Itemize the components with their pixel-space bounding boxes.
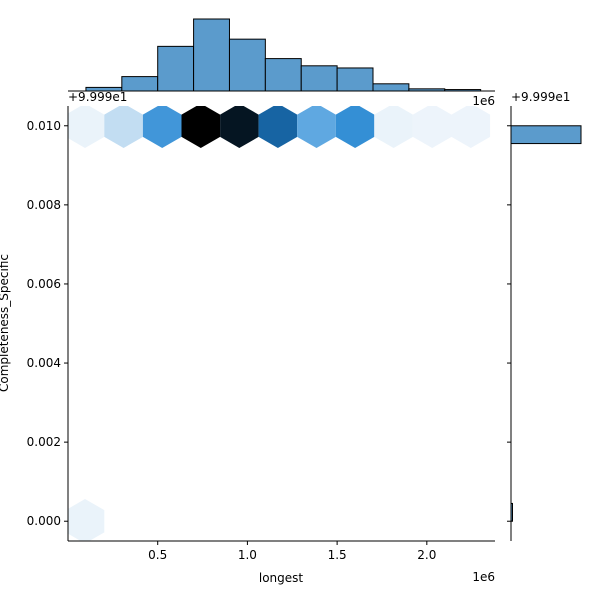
hexbin-cells <box>68 106 491 541</box>
y-axis-label: Completeness_Specific <box>0 254 11 392</box>
top-hist-bar-2 <box>157 45 195 92</box>
y-axis-offset: +9.999e1 <box>68 90 127 104</box>
hexbin-cell-0 <box>68 106 105 148</box>
y-tick-label: 0.010 <box>27 119 61 133</box>
hexbin-cell-3 <box>181 106 221 148</box>
y-tick-label: 0.002 <box>27 435 61 449</box>
top-hist-bar-7 <box>336 67 374 92</box>
x-axis-multiplier: 1e6 <box>472 570 495 584</box>
right-marginal-offset: +9.999e1 <box>511 90 570 104</box>
y-tick-label: 0.000 <box>27 514 61 528</box>
y-tick-label: 0.006 <box>27 277 61 291</box>
top-marginal-histogram <box>68 18 495 92</box>
right-hist-bars <box>510 125 582 522</box>
hexbin-cell-6 <box>297 106 336 148</box>
hexbin-cell-8 <box>374 106 413 148</box>
x-axis-ticks: 0.5 1.0 1.5 2.0 <box>148 541 436 562</box>
y-tick-label: 0.004 <box>27 356 61 370</box>
y-axis-ticks: 0.000 0.002 0.004 0.006 0.008 0.010 <box>27 119 68 528</box>
top-hist-bar-8 <box>372 83 410 92</box>
hexbin-cell-5 <box>258 106 298 148</box>
top-hist-bar-1 <box>121 76 159 92</box>
top-hist-bar-4 <box>228 38 266 92</box>
y-tick-label: 0.008 <box>27 198 61 212</box>
top-hist-bar-6 <box>300 65 338 92</box>
hexbin-cell-11 <box>68 499 105 541</box>
hexbin-cell-10 <box>451 106 491 148</box>
hexbin-cell-9 <box>412 106 452 148</box>
x-tick-label: 1.5 <box>328 548 347 562</box>
top-marginal-multiplier: 1e6 <box>472 94 495 108</box>
right-hist-bar-0 <box>510 125 582 145</box>
top-hist-bar-3 <box>193 18 230 92</box>
top-hist-bar-5 <box>264 58 302 92</box>
x-axis-label: longest <box>259 571 304 585</box>
x-tick-label: 2.0 <box>417 548 436 562</box>
right-marginal-ticks <box>507 125 511 522</box>
hexbin-cell-2 <box>142 106 182 148</box>
x-tick-label: 1.0 <box>238 548 257 562</box>
x-tick-label: 0.5 <box>148 548 167 562</box>
hexbin-cell-7 <box>335 106 375 148</box>
right-marginal-histogram <box>507 106 582 541</box>
hexbin-plot: 0.5 1.0 1.5 2.0 0.0000.0020.0040.0060.0080.… <box>27 106 495 562</box>
hexbin-cell-1 <box>104 106 143 148</box>
hexbin-cell-4 <box>220 106 259 148</box>
top-hist-bars <box>85 18 482 92</box>
